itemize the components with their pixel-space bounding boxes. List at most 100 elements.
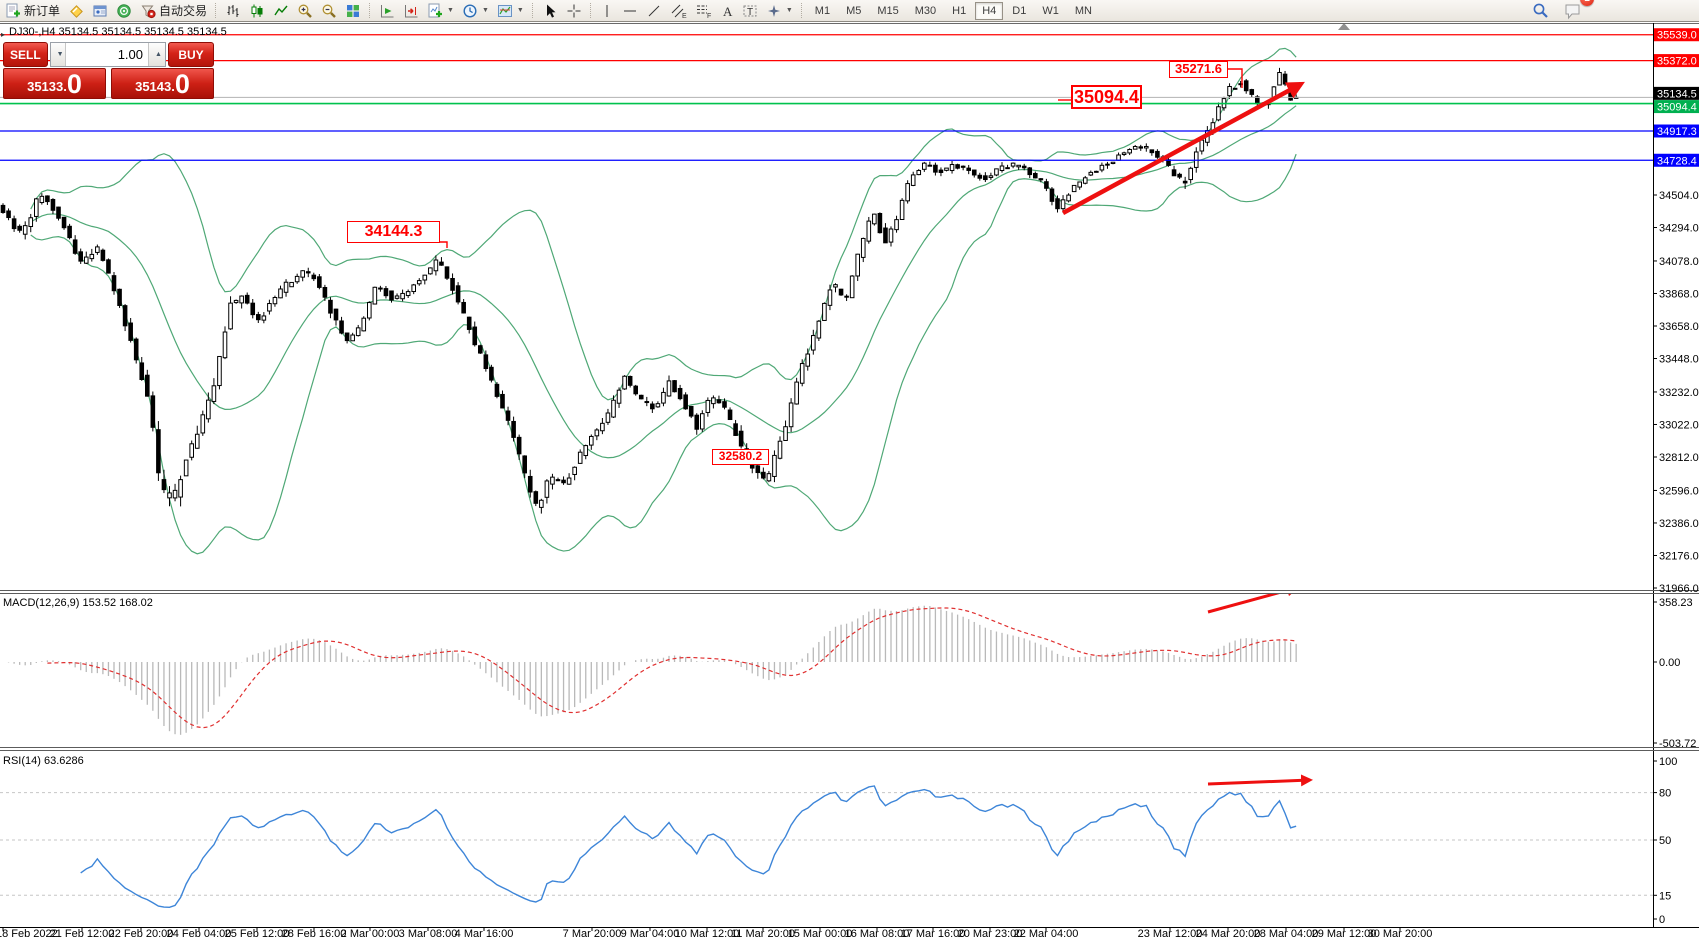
toolbar-right-group: 1 <box>1528 0 1594 21</box>
buy-price-big-digit: 0 <box>174 69 190 100</box>
strategy-tester-icon <box>117 3 131 18</box>
cursor-button[interactable] <box>538 1 562 21</box>
template-icon <box>497 4 512 17</box>
svg-text:33022.0: 33022.0 <box>1659 419 1699 431</box>
svg-text:T: T <box>747 7 753 18</box>
bars-chart-button[interactable] <box>221 1 245 21</box>
autoscroll-button[interactable] <box>375 1 399 21</box>
price-annotation: 35094.4 <box>1071 85 1142 109</box>
new-chart-dropdown[interactable]: ▼ <box>423 1 458 21</box>
chevron-down-icon: ▼ <box>481 7 489 14</box>
tf-button-m30[interactable]: M30 <box>908 2 943 20</box>
svg-text:34504.0: 34504.0 <box>1659 190 1699 202</box>
svg-text:33868.0: 33868.0 <box>1659 288 1699 300</box>
toolbar-separator <box>215 3 217 18</box>
sell-price: 35133. <box>27 79 67 94</box>
crosshair-icon <box>567 4 581 17</box>
svg-text:34078.0: 34078.0 <box>1659 256 1699 268</box>
svg-text:35539.0: 35539.0 <box>1657 30 1697 42</box>
tf-button-m5[interactable]: M5 <box>839 2 868 20</box>
volume-increase-button[interactable]: ▲ <box>148 43 165 66</box>
chart-shift-marker <box>1338 23 1350 30</box>
tile-windows-button[interactable] <box>341 1 365 21</box>
chart-title: DJ30-,H4 35134.5 35134.5 35134.5 35134.5 <box>9 26 227 38</box>
buy-price-box[interactable]: 35143. 0 <box>111 68 214 99</box>
svg-text:80: 80 <box>1659 788 1671 800</box>
autotrading-button[interactable]: 自动交易 <box>136 1 211 21</box>
tf-button-h1[interactable]: H1 <box>945 2 973 20</box>
svg-text:31966.0: 31966.0 <box>1659 583 1699 595</box>
toolbar-separator <box>369 3 371 18</box>
metaeditor-button[interactable] <box>64 1 88 21</box>
svg-text:0: 0 <box>1659 914 1665 926</box>
candles-chart-icon <box>251 4 263 17</box>
cursor-icon <box>546 4 556 18</box>
chart-shift-button[interactable] <box>399 1 423 21</box>
tf-button-m1[interactable]: M1 <box>808 2 837 20</box>
candles-chart-button[interactable] <box>245 1 269 21</box>
svg-text:33658.0: 33658.0 <box>1659 321 1699 333</box>
sell-button[interactable]: SELL <box>3 42 48 67</box>
tf-button-w1[interactable]: W1 <box>1035 2 1066 20</box>
hline-button[interactable] <box>618 1 642 21</box>
chat-button[interactable] <box>1559 1 1587 21</box>
new-order-icon <box>6 3 20 17</box>
svg-text:35372.0: 35372.0 <box>1657 56 1697 68</box>
zoom-in-icon <box>298 4 312 18</box>
zoom-in-button[interactable] <box>293 1 317 21</box>
tf-button-h4[interactable]: H4 <box>975 1 1004 20</box>
svg-text:32176.0: 32176.0 <box>1659 550 1699 562</box>
search-button[interactable] <box>1528 1 1553 21</box>
svg-text:34294.0: 34294.0 <box>1659 223 1699 235</box>
periods-dropdown[interactable]: ▼ <box>458 1 493 21</box>
metaeditor-icon <box>70 4 83 18</box>
svg-text:E: E <box>682 13 687 19</box>
label-button[interactable]: T <box>738 1 762 21</box>
fibonacci-button[interactable]: F <box>691 1 716 21</box>
tf-button-m15[interactable]: M15 <box>870 2 905 20</box>
svg-text:7 Mar 20:00: 7 Mar 20:00 <box>563 928 622 939</box>
svg-text:A: A <box>723 4 733 19</box>
price-annotation: 32580.2 <box>712 449 769 465</box>
svg-text:34917.3: 34917.3 <box>1657 126 1697 138</box>
text-button[interactable]: A <box>716 1 738 21</box>
vline-button[interactable] <box>596 1 618 21</box>
templates-dropdown[interactable]: ▼ <box>493 1 528 21</box>
svg-text:24 Mar 20:00: 24 Mar 20:00 <box>1196 928 1261 939</box>
svg-text:50: 50 <box>1659 835 1671 847</box>
svg-text:17 Mar 16:00: 17 Mar 16:00 <box>901 928 966 939</box>
svg-text:9 Mar 04:00: 9 Mar 04:00 <box>621 928 680 939</box>
channel-icon: E <box>671 4 687 19</box>
vertical-line-icon <box>606 4 608 17</box>
panel-collapse-caret[interactable]: ▸ <box>1 30 6 39</box>
zoom-out-button[interactable] <box>317 1 341 21</box>
new-order-button[interactable]: 新订单 <box>1 1 64 21</box>
chart-shift-icon <box>405 4 418 17</box>
label-icon: T <box>743 5 757 18</box>
svg-text:21 Feb 12:00: 21 Feb 12:00 <box>50 928 115 939</box>
svg-text:29 Mar 12:00: 29 Mar 12:00 <box>1312 928 1377 939</box>
tf-button-d1[interactable]: D1 <box>1005 2 1033 20</box>
search-icon <box>1533 3 1548 18</box>
fibonacci-icon: F <box>696 5 711 19</box>
volume-input[interactable]: 1.00 <box>117 47 143 62</box>
crosshair-button[interactable] <box>562 1 586 21</box>
trendline-button[interactable] <box>642 1 666 21</box>
toolbar-separator <box>800 3 803 18</box>
channel-button[interactable]: E <box>666 1 691 21</box>
line-chart-icon <box>274 5 288 15</box>
terminal-icon <box>93 5 107 16</box>
price-chart[interactable]: 34504.0 34294.0 34078.0 33868.0 33658.0 33448… <box>0 22 1699 939</box>
svg-text:0.00: 0.00 <box>1659 657 1680 669</box>
terminal-button[interactable] <box>88 1 112 21</box>
strategy-tester-button[interactable] <box>112 1 136 21</box>
arrows-dropdown[interactable]: ▼ <box>762 1 797 21</box>
chevron-down-icon: ▼ <box>447 7 454 14</box>
svg-text:35094.4: 35094.4 <box>1657 102 1697 114</box>
svg-text:22 Mar 04:00: 22 Mar 04:00 <box>1014 928 1079 939</box>
buy-button[interactable]: BUY <box>168 42 214 67</box>
line-chart-button[interactable] <box>269 1 293 21</box>
volume-decrease-button[interactable]: ▼ <box>50 43 66 66</box>
sell-price-box[interactable]: 35133. 0 <box>3 68 106 99</box>
tf-button-mn[interactable]: MN <box>1068 2 1099 20</box>
